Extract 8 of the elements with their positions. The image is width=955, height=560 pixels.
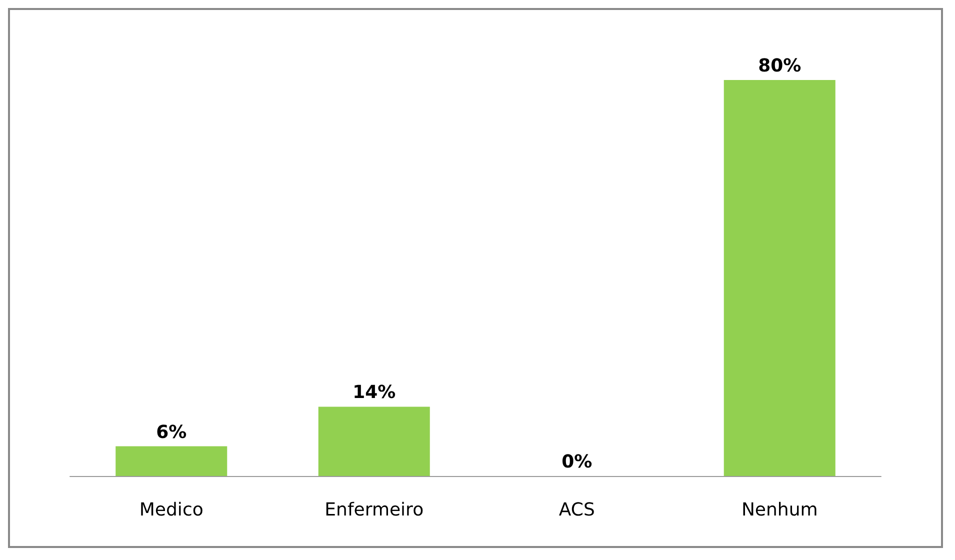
x-tick-label: Nenhum <box>741 500 818 520</box>
data-label: 0% <box>562 452 592 472</box>
data-label: 14% <box>352 382 396 404</box>
x-tick-label: Enfermeiro <box>324 500 424 520</box>
data-label: 6% <box>156 422 187 443</box>
data-label: 80% <box>758 56 802 76</box>
x-tick-label: Medico <box>139 500 204 520</box>
x-tick-label: ACS <box>558 500 595 520</box>
